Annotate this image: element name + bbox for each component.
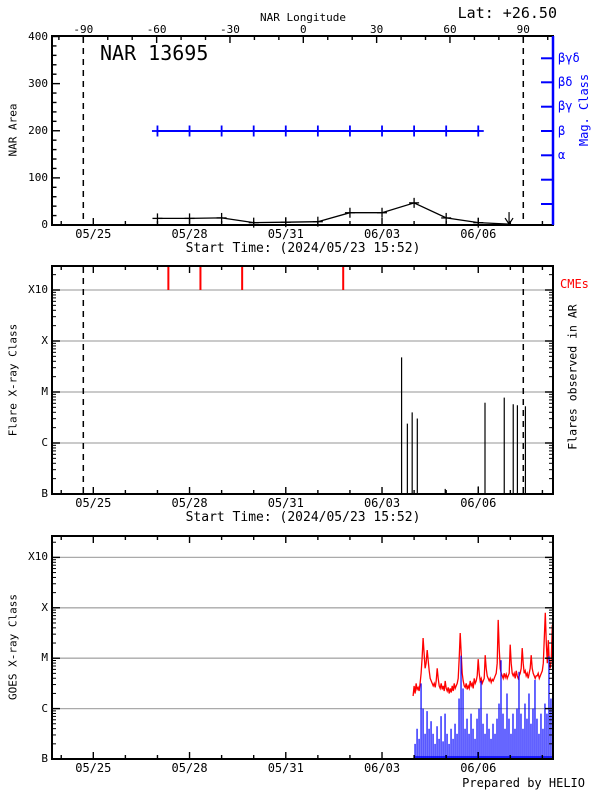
p3-ytick-label: X10 [28,550,48,564]
p1-right-axis-title: Mag. Class [577,73,591,147]
date-tick-label: 05/25 [75,496,112,510]
date-tick-label: 06/06 [460,496,497,510]
prepared-by-label: Prepared by HELIO [462,776,585,790]
goes-long-curve [412,612,554,697]
date-tick-label: 06/03 [363,496,401,510]
p2-ytick-label: B [41,487,48,500]
longitude-tick-label: 0 [299,23,307,36]
longitude-tick-label: 90 [516,23,530,36]
longitude-tick-label: 60 [443,23,457,36]
mag-class-tick-label: βγδ [558,50,580,65]
mag-class-tick-label: βδ [558,74,573,89]
nar-area-curve [157,202,510,225]
date-tick-label: 05/28 [171,227,208,241]
longitude-tick-label: 30 [370,23,384,36]
date-tick-label: 06/06 [460,227,497,241]
p1-ytick-label: 0 [41,218,48,231]
date-tick-label: 06/03 [363,761,401,775]
start-time-label-1: Start Time: (2024/05/23 15:52) [185,241,421,256]
p2-ytick-label: X10 [28,283,48,296]
p2-ytick-label: M [41,385,48,398]
p2-frame [51,265,554,495]
mag-class-tick-label: β [558,123,566,138]
date-tick-label: 05/31 [267,227,304,241]
p1-ytick-label: 100 [28,170,48,184]
cme-label: CMEs [560,277,589,291]
date-tick-label: 06/06 [460,761,497,775]
date-tick-label: 05/31 [267,496,304,510]
p3-ytick-label: C [41,701,48,715]
p2-ytick-label: X [41,334,48,347]
p3-frame [51,535,554,760]
longitude-axis-title: NAR Longitude [259,11,347,24]
p3-ytick-label: M [41,651,48,665]
p2-ytick-label: C [41,436,48,449]
p1-ytick-label: 300 [28,76,48,90]
latitude-label: Lat: +26.50 [457,4,557,22]
start-time-label-2: Start Time: (2024/05/23 15:52) [185,510,421,525]
date-tick-label: 05/31 [267,761,304,775]
date-tick-label: 05/28 [171,496,208,510]
date-tick-label: 05/25 [75,227,112,241]
p3-ytick-label: X [41,600,48,614]
p1-ytick-label: 200 [28,123,48,137]
p1-ytick-label: 400 [28,29,48,43]
longitude-tick-label: -90 [73,23,94,36]
p2-right-label: Flares observed in AR [565,304,580,450]
mag-class-tick-label: α [558,147,566,162]
date-tick-label: 05/25 [75,761,112,775]
plot-title: NAR 13695 [100,41,209,65]
area-end-arrow [504,217,510,225]
mag-class-tick-label: βγ [558,99,573,114]
date-tick-label: 06/03 [363,227,401,241]
date-tick-label: 05/28 [171,761,208,775]
longitude-tick-label: -30 [220,23,240,36]
p3-ytick-label: B [41,752,48,765]
longitude-tick-label: -60 [146,23,167,36]
